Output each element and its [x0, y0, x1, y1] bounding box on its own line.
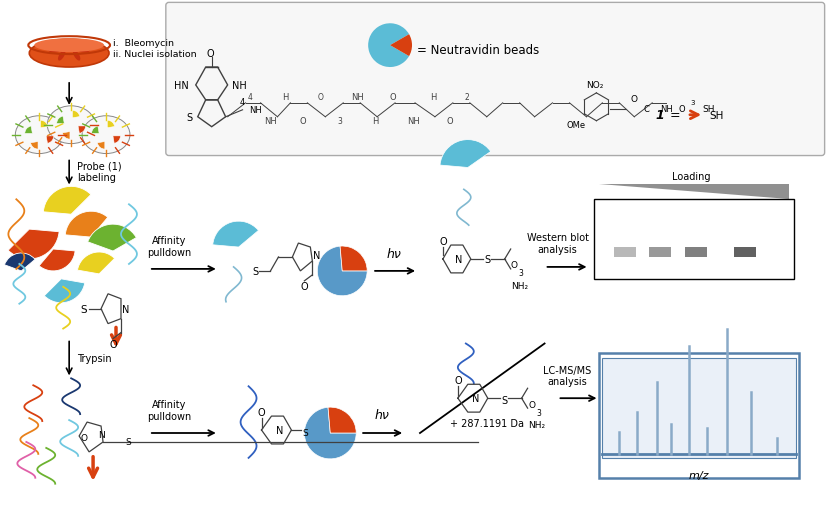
Ellipse shape: [73, 40, 81, 51]
Wedge shape: [88, 225, 136, 251]
Text: + 287.1191 Da: + 287.1191 Da: [450, 418, 524, 428]
Text: O: O: [679, 105, 686, 114]
Text: NH: NH: [264, 117, 277, 126]
Text: NO₂: NO₂: [586, 81, 603, 90]
Text: O: O: [109, 339, 117, 349]
Text: N: N: [276, 425, 283, 435]
Text: 4: 4: [248, 93, 253, 102]
Text: O: O: [446, 117, 453, 126]
Text: S: S: [253, 266, 258, 276]
Text: LC-MS/MS
analysis: LC-MS/MS analysis: [543, 365, 592, 386]
Text: H: H: [283, 93, 288, 102]
Text: N: N: [122, 304, 130, 314]
Bar: [602, 359, 796, 458]
Ellipse shape: [47, 107, 95, 144]
Ellipse shape: [58, 51, 66, 62]
Text: H: H: [430, 93, 436, 102]
Wedge shape: [57, 117, 64, 124]
FancyBboxPatch shape: [166, 4, 824, 156]
Text: O: O: [511, 261, 518, 270]
Text: O: O: [317, 93, 323, 102]
Wedge shape: [213, 222, 258, 247]
Bar: [594, 200, 794, 279]
Text: m/z: m/z: [689, 470, 710, 480]
Text: 2: 2: [465, 93, 470, 102]
Bar: [685, 247, 707, 258]
Text: H: H: [372, 117, 378, 126]
Text: O: O: [299, 117, 306, 126]
Wedge shape: [317, 246, 367, 296]
Text: 3: 3: [338, 117, 342, 126]
Wedge shape: [39, 249, 75, 271]
Text: SH: SH: [709, 111, 724, 121]
Text: O: O: [631, 95, 637, 104]
Text: S: S: [81, 304, 87, 314]
Text: 1: 1: [656, 109, 664, 122]
Wedge shape: [340, 246, 367, 271]
Text: Affinity
pulldown: Affinity pulldown: [147, 399, 191, 421]
Wedge shape: [31, 142, 38, 150]
Text: NH: NH: [351, 93, 364, 102]
Wedge shape: [66, 212, 108, 238]
Wedge shape: [78, 127, 86, 134]
Text: 4: 4: [239, 97, 245, 107]
Polygon shape: [599, 185, 789, 200]
Text: O: O: [207, 49, 214, 59]
Wedge shape: [43, 187, 91, 215]
Wedge shape: [113, 136, 120, 144]
Text: O: O: [80, 434, 87, 442]
Text: NH: NH: [406, 117, 420, 126]
Wedge shape: [4, 254, 35, 271]
Wedge shape: [97, 142, 105, 150]
Text: O: O: [390, 93, 396, 102]
Wedge shape: [440, 140, 490, 168]
Wedge shape: [304, 408, 356, 459]
Text: O: O: [258, 408, 265, 417]
Text: 3: 3: [519, 269, 524, 278]
Ellipse shape: [34, 39, 104, 53]
Text: N: N: [313, 250, 321, 261]
Text: S: S: [187, 113, 193, 123]
Ellipse shape: [29, 40, 109, 68]
Text: NH₂: NH₂: [511, 281, 528, 290]
Text: Loading: Loading: [671, 172, 711, 182]
Text: OMe: OMe: [567, 121, 586, 130]
Text: NH: NH: [660, 105, 673, 114]
Ellipse shape: [48, 48, 60, 54]
Text: O: O: [529, 400, 536, 409]
Text: NH₂: NH₂: [529, 420, 546, 429]
Wedge shape: [8, 230, 59, 260]
Text: S: S: [502, 395, 508, 406]
Text: O: O: [301, 281, 308, 291]
Wedge shape: [47, 136, 54, 144]
Wedge shape: [44, 279, 85, 303]
Wedge shape: [25, 127, 32, 134]
Wedge shape: [390, 35, 412, 57]
Wedge shape: [328, 408, 356, 433]
Text: hν: hν: [375, 408, 390, 421]
Text: 3: 3: [691, 99, 696, 106]
Text: Western blot
analysis: Western blot analysis: [527, 233, 588, 255]
Text: S: S: [484, 255, 491, 265]
Text: Probe (1)
labeling: Probe (1) labeling: [77, 161, 122, 183]
Ellipse shape: [15, 117, 63, 154]
Text: S: S: [302, 428, 308, 437]
Text: = Neutravidin beads: = Neutravidin beads: [417, 43, 539, 57]
Text: N: N: [455, 255, 463, 265]
Text: C: C: [643, 105, 649, 114]
Wedge shape: [41, 121, 48, 129]
Text: NH: NH: [232, 81, 246, 91]
Text: O: O: [454, 376, 462, 385]
Wedge shape: [91, 127, 99, 134]
Text: SH: SH: [702, 105, 715, 114]
Text: hν: hν: [386, 247, 401, 261]
Text: HN: HN: [174, 81, 189, 91]
Text: Trypsin: Trypsin: [77, 354, 111, 364]
Text: 3: 3: [537, 408, 542, 417]
Wedge shape: [72, 111, 80, 119]
Ellipse shape: [78, 48, 90, 54]
Ellipse shape: [58, 40, 66, 51]
Wedge shape: [107, 121, 115, 129]
Text: O: O: [439, 236, 447, 246]
Wedge shape: [77, 252, 115, 274]
